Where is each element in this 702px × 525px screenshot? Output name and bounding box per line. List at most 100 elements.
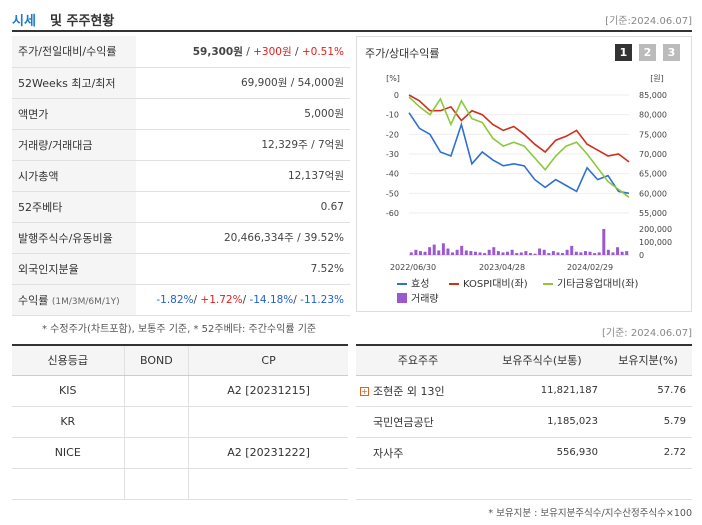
- credit-cell: [124, 437, 190, 469]
- volume-bar: [409, 252, 413, 255]
- volume-bar: [496, 251, 500, 255]
- legend-label: 기타금융업대비(좌): [557, 277, 639, 290]
- right-tick-label: 70,000: [639, 150, 667, 159]
- stock-row: 발행주식수/유동비율 20,466,334주 / 39.52%: [12, 222, 350, 254]
- right-tick-label: 60,000: [639, 189, 667, 198]
- volume-bar: [593, 253, 597, 255]
- volume-bar: [464, 250, 468, 255]
- stock-row: 시가총액 12,137억원: [12, 160, 350, 192]
- left-axis-unit: [%]: [386, 74, 400, 83]
- credit-cell: KR: [12, 406, 125, 438]
- table-row: NICE A2 [20231222]: [12, 437, 348, 469]
- holder-header-cell: 보유지분(%): [604, 344, 692, 376]
- volume-bar: [437, 250, 441, 255]
- x-tick-label: 2022/06/30: [390, 263, 436, 272]
- credit-cell: A2 [20231215]: [188, 375, 348, 407]
- table-row: KIS A2 [20231215]: [12, 375, 348, 407]
- volume-tick-label: 0: [639, 251, 644, 260]
- volume-bar: [473, 251, 477, 255]
- holder-name-cell: [356, 468, 480, 500]
- stock-row: 수익률 (1M/3M/6M/1Y) -1.82%/ +1.72%/ -14.18%…: [12, 284, 350, 316]
- table-row: 국민연금공단 1,185,023 5.79: [356, 406, 692, 438]
- holder-name-cell: 국민연금공단: [356, 406, 480, 438]
- chart-title: 주가/상대수익률: [365, 47, 440, 60]
- left-tick-label: -40: [386, 170, 399, 179]
- volume-tick-label: 200,000: [639, 225, 672, 234]
- left-tick-label: -20: [386, 130, 399, 139]
- credit-header-cell: CP: [188, 344, 348, 376]
- section-title-b: 및 주주현황: [50, 14, 115, 29]
- credit-header-cell: 신용등급: [12, 344, 125, 376]
- right-axis-unit: [원]: [650, 74, 664, 83]
- stock-row: 주가/전일대비/수익률 59,300원 / +300원 / +0.51%: [12, 36, 350, 68]
- expand-icon[interactable]: +: [360, 387, 369, 396]
- stock-row-label: 액면가: [12, 98, 136, 130]
- volume-bar: [533, 253, 537, 255]
- legend-label: 거래량: [411, 293, 439, 305]
- x-tick-label: 2023/04/28: [479, 263, 525, 272]
- stock-row-value: 7.52%: [136, 253, 350, 285]
- stock-row-value: 12,137억원: [136, 160, 350, 192]
- chart-panel: 주가/상대수익률 1 2 3 [%] [원] 0 -10 -20 -30 -40 -50 -60…: [356, 36, 692, 312]
- volume-bar: [547, 253, 551, 255]
- stock-row-label: 52주베타: [12, 191, 136, 223]
- volume-bar: [579, 252, 583, 255]
- right-tick-label: 80,000: [639, 111, 667, 120]
- holder-name-cell: 자사주: [356, 437, 480, 469]
- volume-bar: [414, 249, 418, 255]
- volume-bar: [519, 252, 523, 255]
- chart-tab-1[interactable]: 1: [615, 44, 632, 61]
- chart-tab-3[interactable]: 3: [663, 44, 680, 61]
- volume-bar: [478, 252, 482, 255]
- series-line: [408, 94, 630, 163]
- stock-row-label: 외국인지분율: [12, 253, 136, 285]
- volume-bar: [565, 249, 569, 255]
- right-tick-label: 65,000: [639, 170, 667, 179]
- volume-bar: [515, 253, 519, 255]
- stock-row: 거래량/거래대금 12,329주 / 7억원: [12, 129, 350, 161]
- volume-bar: [455, 249, 459, 255]
- volume-bar: [561, 253, 565, 255]
- credit-header-cell: BOND: [124, 344, 190, 376]
- volume-bar: [469, 251, 473, 255]
- right-tick-label: 55,000: [639, 209, 667, 218]
- holder-header-cell: 보유주식수(보통): [480, 344, 604, 376]
- stock-row: 액면가 5,000원: [12, 98, 350, 130]
- holder-value-cell: 5.79: [604, 406, 692, 438]
- stock-row-value: 59,300원 / +300원 / +0.51%: [136, 36, 350, 68]
- stock-row-label: 시가총액: [12, 160, 136, 192]
- stock-row-label: 수익률 (1M/3M/6M/1Y): [12, 284, 136, 316]
- stock-info-table: 주가/전일대비/수익률 59,300원 / +300원 / +0.51% 52Wee…: [12, 36, 350, 316]
- holder-name-cell: + 조현준 외 13인: [356, 375, 480, 407]
- chart-tab-2[interactable]: 2: [639, 44, 656, 61]
- holder-note: * 보유지분 : 보유지분주식수/지수산정주식수×100: [488, 508, 692, 519]
- volume-bar: [616, 247, 620, 255]
- volume-bar: [492, 247, 496, 255]
- table-row: [356, 468, 692, 500]
- volume-bar: [551, 251, 555, 255]
- volume-bar: [588, 251, 592, 255]
- stock-row-value: 69,900원 / 54,000원: [136, 67, 350, 99]
- base-date: [기준:2024.06.07]: [605, 16, 692, 27]
- volume-bar: [524, 251, 528, 255]
- stock-row: 52주베타 0.67: [12, 191, 350, 223]
- volume-bar: [570, 245, 574, 255]
- legend-swatch: [397, 293, 407, 303]
- volume-bar: [597, 252, 601, 255]
- table-row: 자사주 556,930 2.72: [356, 437, 692, 469]
- section-title-a: 시세: [12, 14, 36, 29]
- legend-label: 효성: [411, 278, 429, 290]
- volume-bar: [606, 249, 610, 255]
- credit-cell: NICE: [12, 437, 125, 469]
- stock-row-label: 발행주식수/유동비율: [12, 222, 136, 254]
- volume-bar: [418, 251, 422, 255]
- volume-bar: [506, 251, 510, 255]
- stock-row-label: 52Weeks 최고/최저: [12, 67, 136, 99]
- credit-cell: [124, 406, 190, 438]
- volume-bar: [528, 253, 532, 255]
- holder-value-cell: 1,185,023: [480, 406, 604, 438]
- legend-label: KOSPI대비(좌): [463, 278, 528, 290]
- series-line: [408, 112, 630, 195]
- stock-row: 52Weeks 최고/최저 69,900원 / 54,000원: [12, 67, 350, 99]
- left-tick-label: 0: [394, 91, 399, 100]
